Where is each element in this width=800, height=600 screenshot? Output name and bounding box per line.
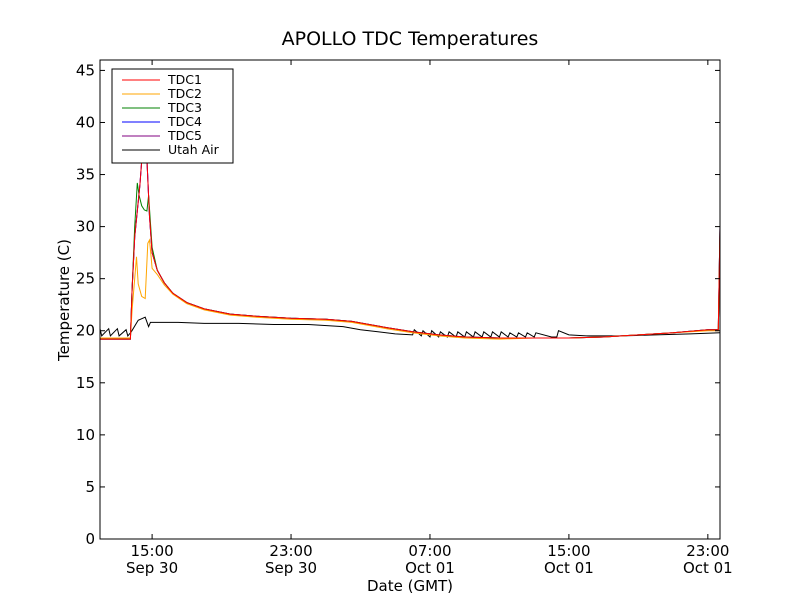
legend-label-tdc1: TDC1 — [167, 72, 202, 87]
x-tick-label-date: Sep 30 — [126, 559, 178, 577]
x-axis-label: Date (GMT) — [367, 577, 453, 595]
y-tick-label: 20 — [76, 322, 95, 340]
y-tick-label: 15 — [76, 374, 95, 392]
y-tick-label: 40 — [76, 113, 95, 131]
plot-frame — [99, 59, 721, 540]
y-axis-label: Temperature (C) — [55, 239, 73, 362]
y-tick-label: 35 — [76, 166, 95, 184]
x-tick-label-date: Oct 01 — [405, 559, 455, 577]
x-tick-label-time: 15:00 — [130, 542, 173, 560]
chart-title: APOLLO TDC Temperatures — [282, 28, 539, 50]
y-tick-label: 5 — [85, 478, 95, 496]
legend-box — [111, 68, 234, 164]
x-tick-label-time: 15:00 — [547, 542, 590, 560]
x-tick-label-time: 07:00 — [408, 542, 451, 560]
y-tick-label: 25 — [76, 270, 95, 288]
y-tick-label: 10 — [76, 426, 95, 444]
x-tick-label-time: 23:00 — [269, 542, 312, 560]
y-tick-label: 30 — [76, 218, 95, 236]
y-tick-label: 45 — [76, 61, 95, 79]
series-line-utah-air — [99, 316, 721, 338]
x-tick-label-time: 23:00 — [686, 542, 729, 560]
legend-label-tdc2: TDC2 — [167, 86, 202, 101]
x-tick-label-date: Oct 01 — [683, 559, 733, 577]
legend-label-tdc3: TDC3 — [167, 100, 202, 115]
x-tick-label-date: Sep 30 — [265, 559, 317, 577]
legend-label-utah-air: Utah Air — [168, 142, 220, 157]
legend-label-tdc4: TDC4 — [167, 114, 202, 129]
legend-label-tdc5: TDC5 — [167, 128, 202, 143]
y-tick-label: 0 — [85, 530, 95, 548]
x-tick-label-date: Oct 01 — [544, 559, 594, 577]
